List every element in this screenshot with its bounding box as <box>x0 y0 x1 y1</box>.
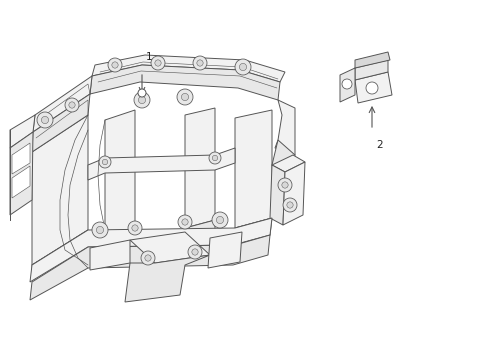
Circle shape <box>92 222 108 238</box>
Polygon shape <box>270 165 285 225</box>
Circle shape <box>102 159 108 165</box>
Polygon shape <box>92 55 285 82</box>
Polygon shape <box>275 100 295 155</box>
Polygon shape <box>235 110 272 228</box>
Circle shape <box>235 59 251 75</box>
Circle shape <box>134 92 150 108</box>
Polygon shape <box>12 166 30 198</box>
Circle shape <box>197 60 203 66</box>
Circle shape <box>193 56 207 70</box>
Circle shape <box>342 79 352 89</box>
Polygon shape <box>30 218 272 282</box>
Polygon shape <box>88 148 235 180</box>
Polygon shape <box>10 132 33 215</box>
Circle shape <box>132 225 138 231</box>
Polygon shape <box>130 232 210 263</box>
Circle shape <box>108 58 122 72</box>
Circle shape <box>282 182 288 188</box>
Polygon shape <box>233 218 272 245</box>
Polygon shape <box>185 108 215 228</box>
Circle shape <box>112 62 118 68</box>
Circle shape <box>141 251 155 265</box>
Polygon shape <box>30 235 270 300</box>
Polygon shape <box>90 65 280 100</box>
Circle shape <box>145 255 151 261</box>
Text: 1: 1 <box>146 52 152 62</box>
Circle shape <box>188 245 202 259</box>
Polygon shape <box>10 115 35 148</box>
Polygon shape <box>185 220 215 246</box>
Circle shape <box>151 56 165 70</box>
Circle shape <box>41 116 49 123</box>
Polygon shape <box>125 255 210 302</box>
Circle shape <box>212 155 218 161</box>
Circle shape <box>212 212 228 228</box>
Polygon shape <box>105 110 135 242</box>
Circle shape <box>240 63 246 71</box>
Circle shape <box>283 198 297 212</box>
Circle shape <box>97 226 103 234</box>
Circle shape <box>192 249 198 255</box>
Circle shape <box>138 96 146 104</box>
Circle shape <box>178 215 192 229</box>
Polygon shape <box>272 155 305 172</box>
Polygon shape <box>33 76 92 132</box>
Polygon shape <box>340 68 355 102</box>
Circle shape <box>69 102 75 108</box>
Circle shape <box>181 93 189 100</box>
Circle shape <box>182 219 188 225</box>
Circle shape <box>155 60 161 66</box>
Circle shape <box>128 221 142 235</box>
Circle shape <box>217 216 223 224</box>
Polygon shape <box>105 230 135 260</box>
Circle shape <box>278 178 292 192</box>
Polygon shape <box>32 115 88 265</box>
Circle shape <box>138 89 146 97</box>
Circle shape <box>37 112 53 128</box>
Text: 2: 2 <box>376 140 383 150</box>
Circle shape <box>99 156 111 168</box>
Circle shape <box>65 98 79 112</box>
Polygon shape <box>355 60 388 80</box>
Circle shape <box>177 89 193 105</box>
Polygon shape <box>12 143 30 174</box>
Circle shape <box>366 82 378 94</box>
Polygon shape <box>283 162 305 225</box>
Polygon shape <box>90 240 130 270</box>
Circle shape <box>209 152 221 164</box>
Polygon shape <box>32 230 88 280</box>
Polygon shape <box>208 232 242 268</box>
Polygon shape <box>355 72 392 103</box>
Polygon shape <box>32 94 90 152</box>
Circle shape <box>287 202 293 208</box>
Polygon shape <box>272 140 295 175</box>
Polygon shape <box>355 52 390 68</box>
